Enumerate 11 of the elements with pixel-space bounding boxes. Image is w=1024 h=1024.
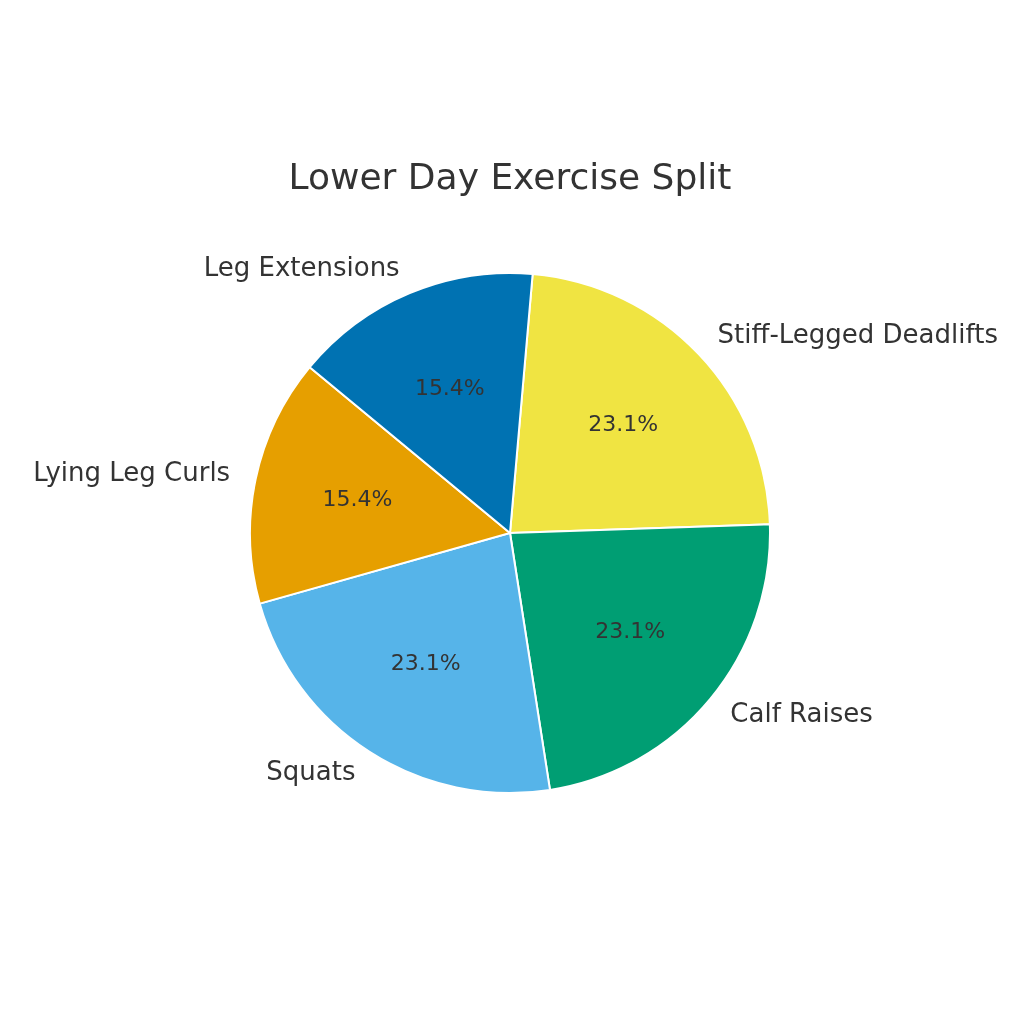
slice-label: Squats xyxy=(266,756,356,787)
data-label: 23.1% xyxy=(595,618,666,644)
data-label: 15.4% xyxy=(322,486,393,512)
data-label: 23.1% xyxy=(390,650,461,676)
slice-label: Calf Raises xyxy=(730,698,873,729)
slice-label: Leg Extensions xyxy=(203,251,400,282)
slice-label: Stiff-Legged Deadlifts xyxy=(717,319,998,350)
data-label: 15.4% xyxy=(414,374,485,400)
data-label: 23.1% xyxy=(588,411,659,437)
chart-title: Lower Day Exercise Split xyxy=(288,156,732,198)
slice-label: Lying Leg Curls xyxy=(33,456,231,487)
